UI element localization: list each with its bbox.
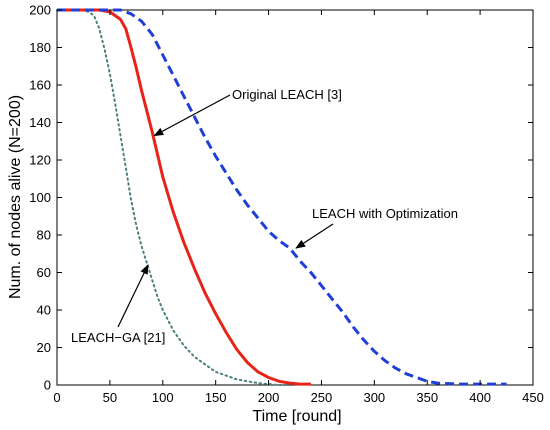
x-tick-label: 0 xyxy=(53,390,60,405)
y-tick-label: 40 xyxy=(37,303,51,318)
plot-area xyxy=(56,9,534,386)
x-tick-label: 150 xyxy=(205,390,227,405)
annotation-arrow-2 xyxy=(295,223,334,249)
y-tick-label: 60 xyxy=(37,265,51,280)
x-tick-label: 350 xyxy=(416,390,438,405)
x-tick-label: 250 xyxy=(311,390,333,405)
series-line-3 xyxy=(57,8,507,386)
ticks-layer: 0 50 100 150 200 250 300 350 400 450 0 20 40 60 80 100 1… xyxy=(29,3,544,406)
plot-frame xyxy=(56,9,534,386)
x-tick-label: 200 xyxy=(258,390,280,405)
annotation-label-2: LEACH with Optimization xyxy=(312,206,458,221)
x-tick-label: 450 xyxy=(522,390,544,405)
y-tick-label: 20 xyxy=(37,340,51,355)
x-tick-label: 100 xyxy=(152,390,174,405)
x-tick-label: 50 xyxy=(103,390,117,405)
x-axis-title: Time [round] xyxy=(252,408,341,425)
y-tick-label: 80 xyxy=(37,228,51,243)
annotation-arrow-1 xyxy=(153,94,231,137)
annotation-label-3: LEACH−GA [21] xyxy=(71,330,165,345)
annotation-layer: Original LEACH [3] LEACH with Optimizatio… xyxy=(71,87,458,345)
y-tick-label: 180 xyxy=(29,40,51,55)
y-tick-label: 100 xyxy=(29,190,51,205)
y-tick-label: 140 xyxy=(29,115,51,130)
y-tick-label: 200 xyxy=(29,3,51,18)
series-layer xyxy=(56,8,507,386)
y-tick-label: 160 xyxy=(29,78,51,93)
y-axis-title: Num. of nodes alive (N=200) xyxy=(7,95,24,299)
y-tick-label: 0 xyxy=(44,378,51,393)
y-tick-label: 120 xyxy=(29,153,51,168)
x-tick-label: 300 xyxy=(363,390,385,405)
annotation-arrow-3 xyxy=(117,264,149,328)
series-line-2 xyxy=(57,8,311,386)
annotation-label-1: Original LEACH [3] xyxy=(232,87,342,102)
x-tick-label: 400 xyxy=(469,390,491,405)
series-line-1 xyxy=(56,9,291,386)
